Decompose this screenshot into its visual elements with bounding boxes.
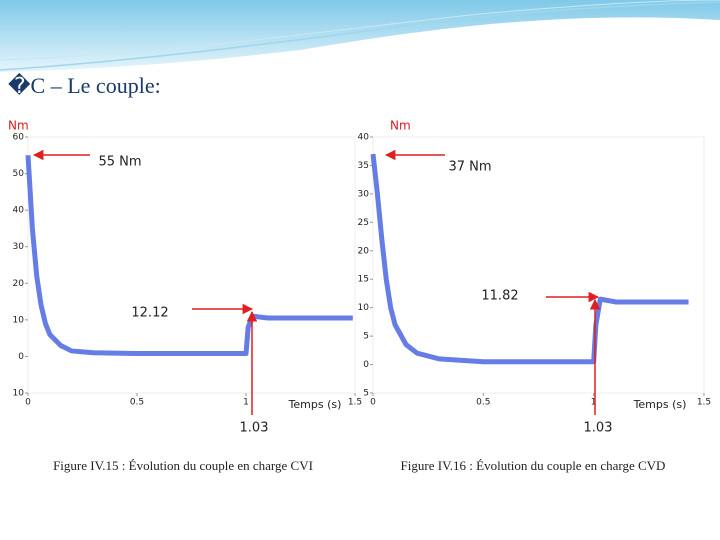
annotation: 12.12 [131,306,168,321]
x-tick-label: 1.5 [348,398,362,408]
y-tick-label: 10 [13,389,25,399]
y-tick-label: 20 [13,279,25,289]
y-tick-label: 5 [363,332,369,342]
x-tick-label: 1 [243,398,249,408]
x-tick-label: 0 [25,398,31,408]
y-tick-label: 30 [13,242,25,252]
x-axis-label: Temps (s) [633,398,687,411]
annotation: 1.03 [584,421,613,436]
annotation: 37 Nm [448,160,491,175]
y-tick-label: 5 [363,389,369,399]
y-tick-label: 30 [358,189,370,199]
x-tick-label: 0 [370,398,376,408]
y-tick-label: 35 [358,161,369,171]
wave-line [0,0,720,61]
x-tick-label: 1.5 [697,398,711,408]
x-axis-label: Temps (s) [288,398,342,411]
figure-caption: Figure IV.15 : Évolution du couple en ch… [53,458,313,473]
y-axis-label: Nm [390,119,411,133]
x-tick-label: 0.5 [476,398,490,408]
wave-line [0,1,720,71]
x-tick-label: 0.5 [130,398,144,408]
plot-area [372,136,705,394]
y-tick-label: 50 [13,169,25,179]
x-tick-label: 1 [591,398,597,408]
y-tick-label: 20 [358,246,370,256]
y-tick-label: 15 [358,275,369,285]
y-tick-label: 10 [13,315,25,325]
y-tick-label: 0 [18,352,24,362]
annotation: 1.03 [240,421,269,436]
y-tick-label: 25 [358,218,369,228]
y-tick-label: 60 [13,133,25,143]
figure-caption: Figure IV.16 : Évolution du couple en ch… [401,458,666,473]
torque-line [25,155,353,357]
y-tick-label: 40 [358,133,370,143]
annotation: 11.82 [481,289,518,304]
y-tick-label: 40 [13,206,25,216]
slide-title: �C – Le couple: [8,72,161,98]
y-tick-label: 10 [358,303,370,313]
y-axis-label: Nm [8,119,29,133]
torque-line [370,153,689,365]
annotation: 55 Nm [98,155,141,170]
y-tick-label: 0 [363,360,369,370]
